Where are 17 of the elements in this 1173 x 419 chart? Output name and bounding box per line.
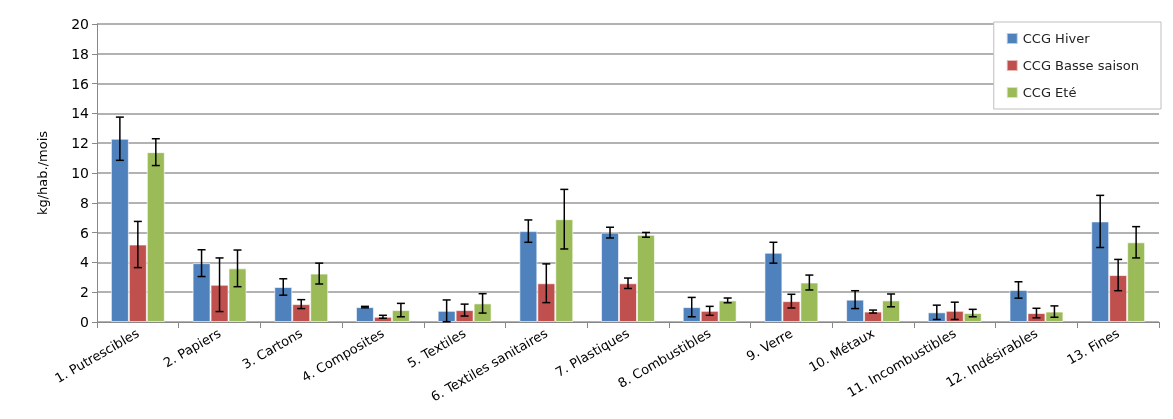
y-axis-title: kg/hab./mois xyxy=(35,130,50,216)
x-tick-label: 13. Fines xyxy=(1064,325,1123,368)
legend-label: CCG Eté xyxy=(1022,85,1077,100)
y-tick-label: 6 xyxy=(80,224,90,241)
y-tick-label: 0 xyxy=(80,314,89,330)
x-tick-label: 9. Verre xyxy=(743,325,796,364)
legend-label: CCG Hiver xyxy=(1022,31,1091,46)
y-tick-label: 4 xyxy=(80,254,90,271)
legend-label: CCG Basse saison xyxy=(1022,58,1140,73)
y-tick-label: 10 xyxy=(71,165,89,181)
y-tick-label: 14 xyxy=(71,105,90,122)
y-tick-label: 16 xyxy=(71,75,90,92)
y-tick-label: 12 xyxy=(71,135,89,152)
y-tick-label: 20 xyxy=(71,16,89,32)
y-tick-label: 8 xyxy=(80,194,89,211)
y-tick-label: 18 xyxy=(71,45,89,62)
y-tick-label: 2 xyxy=(80,284,89,301)
